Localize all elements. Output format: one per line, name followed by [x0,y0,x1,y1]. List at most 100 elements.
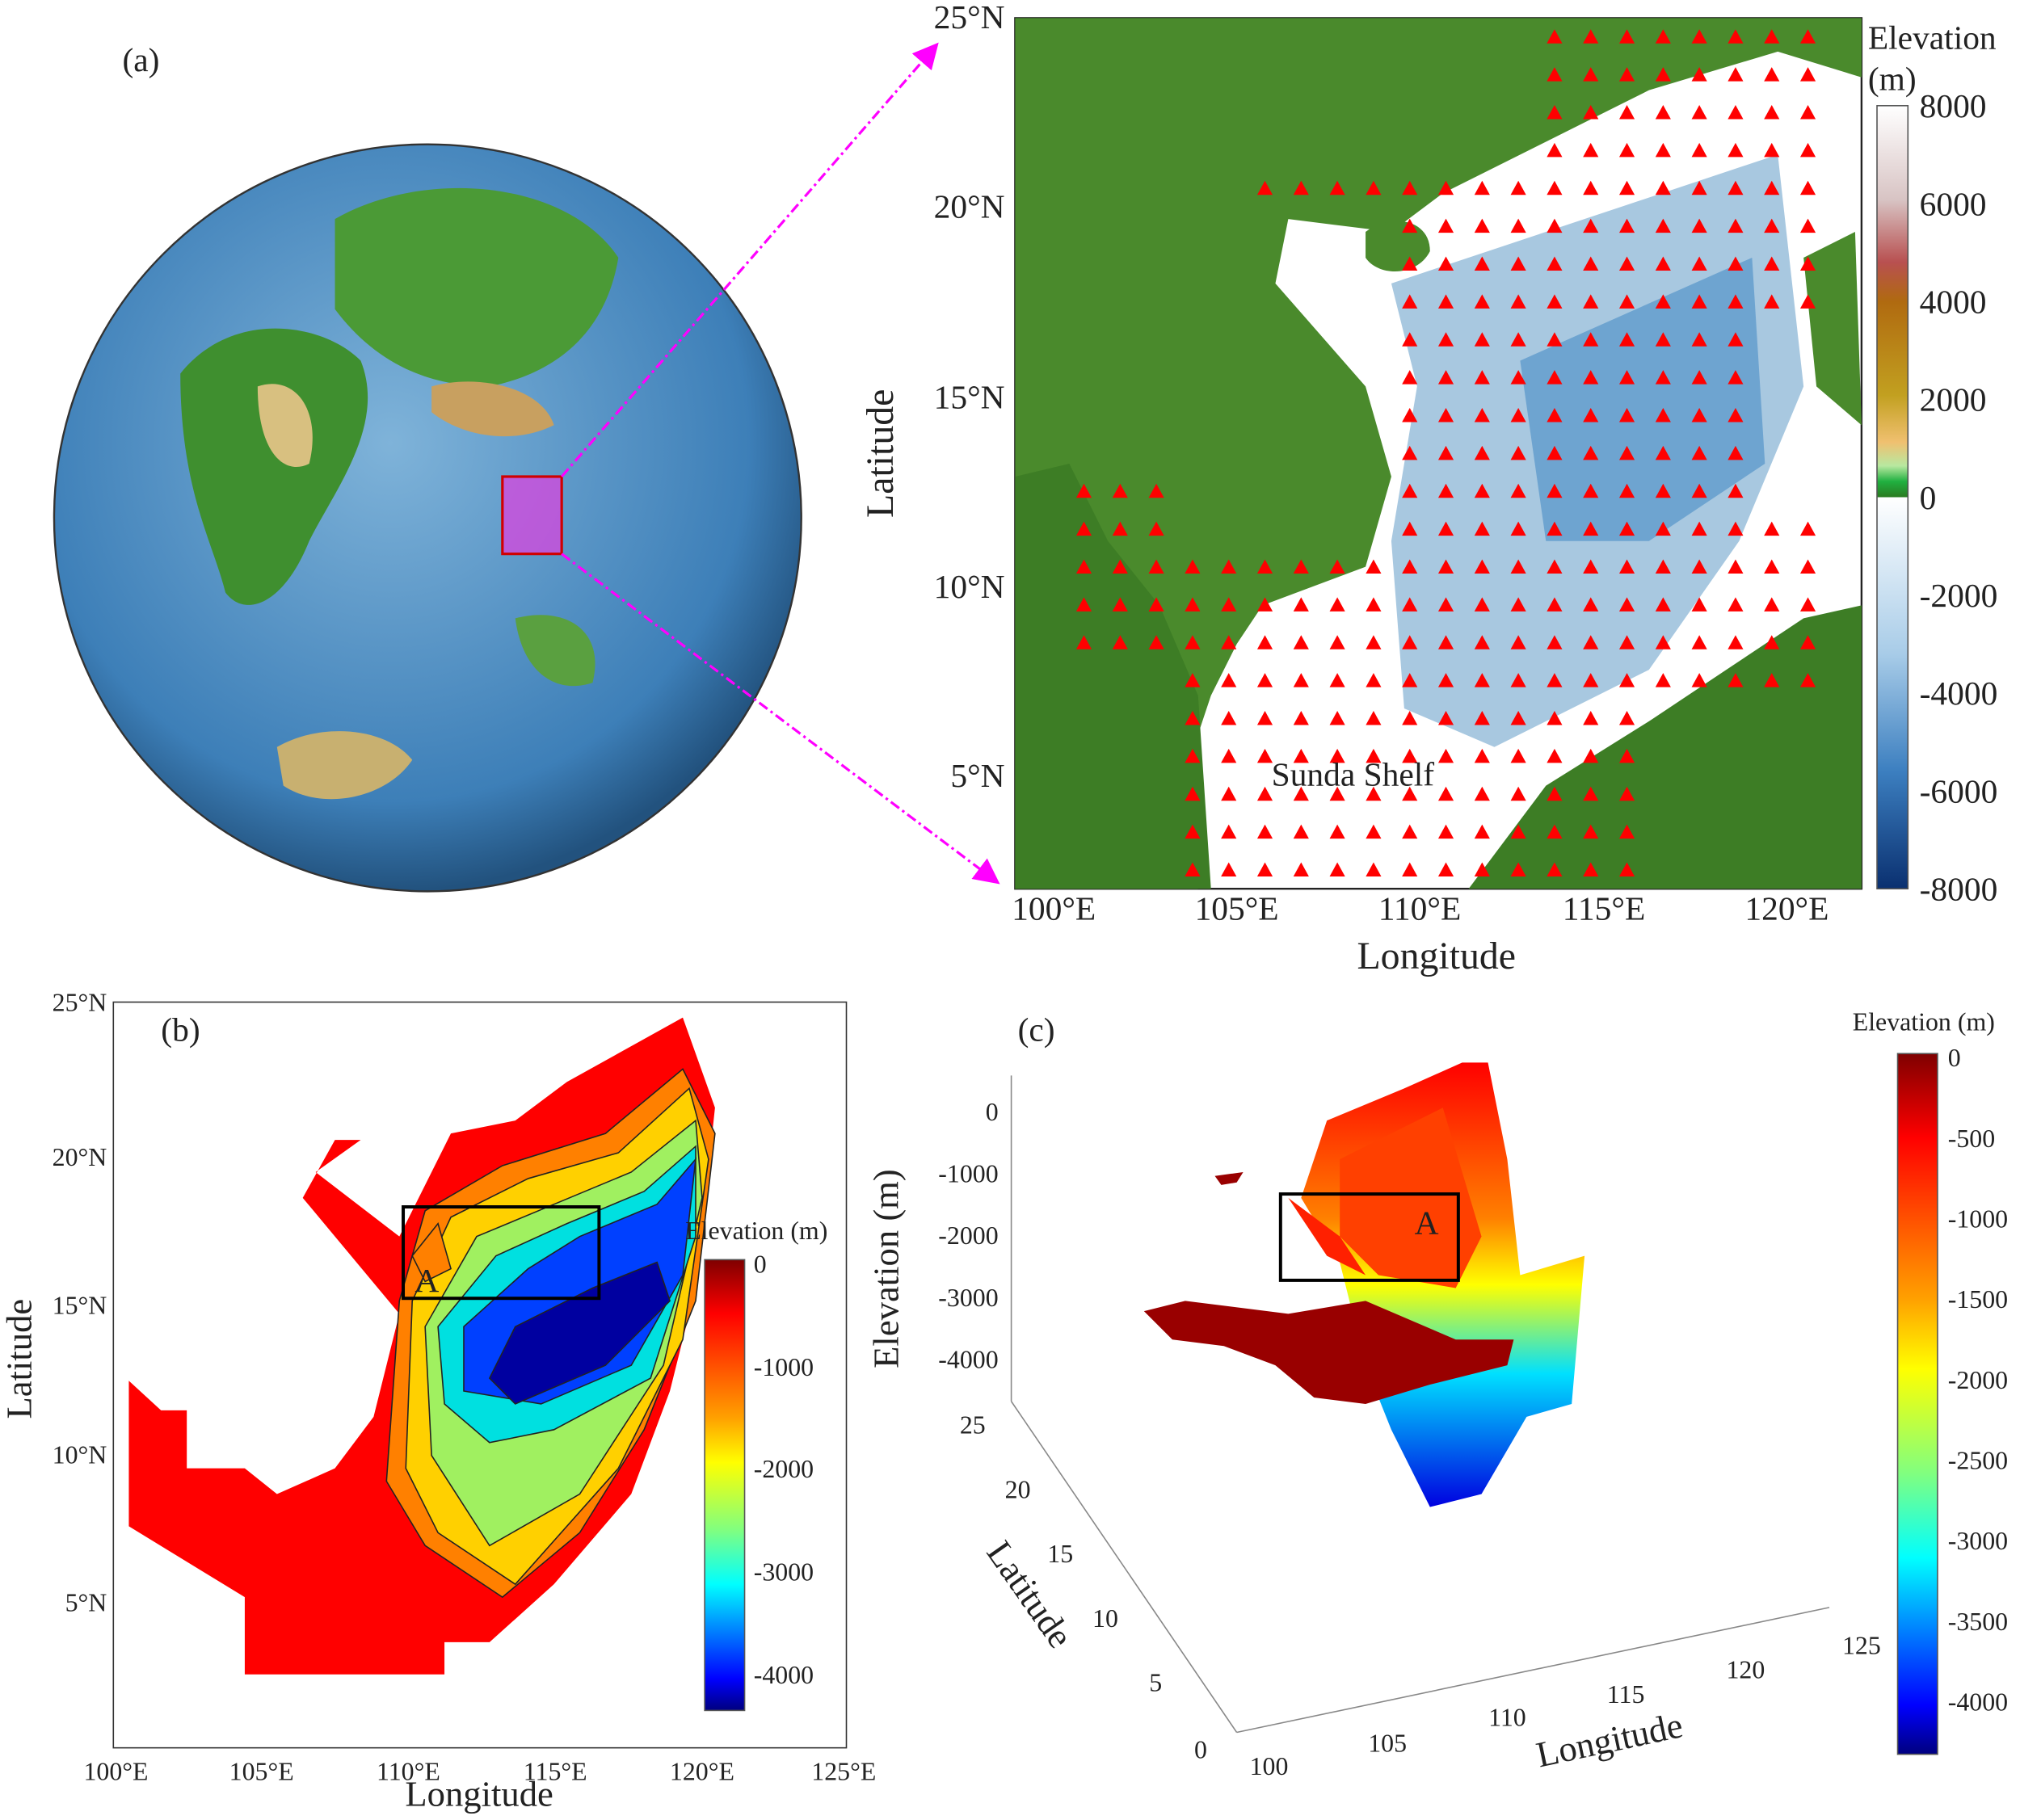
colorbar-tick: -1000 [754,1353,814,1381]
sample-point-marker [1583,142,1599,158]
sample-point-marker [1366,786,1382,801]
lat-tick: 5 [1149,1668,1162,1696]
sample-point-marker [1728,408,1744,422]
sample-point-marker [1510,521,1526,536]
sample-point-marker [1618,597,1635,612]
sample-point-marker [1799,218,1816,233]
sample-point-marker [1437,521,1454,536]
sample-point-marker [1402,673,1418,687]
sample-point-marker [1075,521,1092,536]
sample-point-marker [1618,824,1635,839]
sample-point-marker [1547,824,1563,839]
sample-point-marker [1402,824,1418,839]
sample-point-marker [1510,294,1526,309]
sample-point-marker [1547,635,1563,649]
sample-point-marker [1366,711,1382,725]
sample-point-marker [1256,597,1273,612]
sample-point-marker [1112,483,1128,498]
colorbar-tick: 0 [754,1250,767,1278]
sample-point-marker [1402,483,1418,498]
sample-point-marker [1655,370,1671,385]
sample-point-marker [1185,748,1201,763]
sample-point-marker [1547,445,1563,460]
sample-point-marker [1402,711,1418,725]
sample-point-marker [1329,711,1345,725]
z-tick: -2000 [938,1221,998,1250]
sample-point-marker [1655,218,1671,233]
sample-point-marker [1437,408,1454,422]
sample-point-marker [1256,748,1273,763]
sample-point-marker [1547,673,1563,687]
sample-point-marker [1618,408,1635,422]
sample-point-marker [1366,673,1382,687]
sample-point-marker [1799,597,1816,612]
sample-point-marker [1691,67,1707,82]
sample-point-marker [1256,824,1273,839]
colorbar-tick: 8000 [1920,87,1987,124]
sample-point-marker [1764,673,1780,687]
sample-point-marker [1474,824,1490,839]
sample-points [1075,29,1816,877]
sample-point-marker [1221,635,1237,649]
sample-point-marker [1474,673,1490,687]
sample-point-marker [1547,180,1563,195]
sample-point-marker [1764,218,1780,233]
region-a-label: A [415,1262,439,1299]
sample-point-marker [1691,218,1707,233]
sample-point-marker [1618,370,1635,385]
colorbar-tick: -2500 [1948,1446,2008,1474]
sample-point-marker [1329,786,1345,801]
sample-point-marker [1474,370,1490,385]
sample-point-marker [1510,408,1526,422]
lon-tick: 120 [1726,1656,1765,1684]
region-box [501,475,563,556]
colorbar-tick: 4000 [1920,284,1987,321]
b-lon-ticks: 100°E 105°E 110°E 115°E 120°E 125°E [83,1758,876,1786]
z-tick: -4000 [938,1345,998,1373]
sample-point-marker [1148,559,1164,574]
sample-point-marker [1655,597,1671,612]
sample-point-marker [1764,597,1780,612]
sample-point-marker [1691,521,1707,536]
sample-point-marker [1402,332,1418,347]
sample-point-marker [1691,370,1707,385]
sample-point-marker [1437,786,1454,801]
sample-point-marker [1510,862,1526,877]
colorbar-tick: -1500 [1948,1285,2008,1314]
sample-point-marker [1547,332,1563,347]
sample-point-marker [1075,559,1092,574]
sample-point-marker [1691,635,1707,649]
sample-point-marker [1221,673,1237,687]
sample-point-marker [1583,256,1599,271]
sample-point-marker [1474,521,1490,536]
sample-point-marker [1329,180,1345,195]
3d-axes [1010,1075,1830,1734]
sample-point-marker [1185,635,1201,649]
sample-point-marker [1510,597,1526,612]
sample-point-marker [1402,445,1418,460]
lon-tick: 105 [1368,1729,1407,1757]
sample-point-marker [1691,673,1707,687]
sample-point-marker [1583,483,1599,498]
sample-point-marker [1256,180,1273,195]
lon-tick: 100°E [83,1758,148,1786]
b-colorbar: Elevation (m) 0 -1000 -2000 -3000 -4000 [685,1217,827,1712]
colorbar-tick: -2000 [1948,1366,2008,1394]
colorbar-tick: -3000 [754,1557,814,1586]
sample-point-marker [1547,862,1563,877]
sample-point-marker [1474,862,1490,877]
sample-point-marker [1583,786,1599,801]
sample-point-marker [1474,294,1490,309]
sample-point-marker [1148,635,1164,649]
sample-point-marker [1691,294,1707,309]
sample-point-marker [1547,105,1563,120]
sample-point-marker [1293,559,1309,574]
sample-point-marker [1510,256,1526,271]
sample-point-marker [1547,218,1563,233]
sample-point-marker [1583,824,1599,839]
sample-point-marker [1256,711,1273,725]
sample-point-marker [1510,483,1526,498]
sample-point-marker [1618,218,1635,233]
map-lat-ticks: 25°N 20°N 15°N 10°N 5°N [934,0,1005,794]
